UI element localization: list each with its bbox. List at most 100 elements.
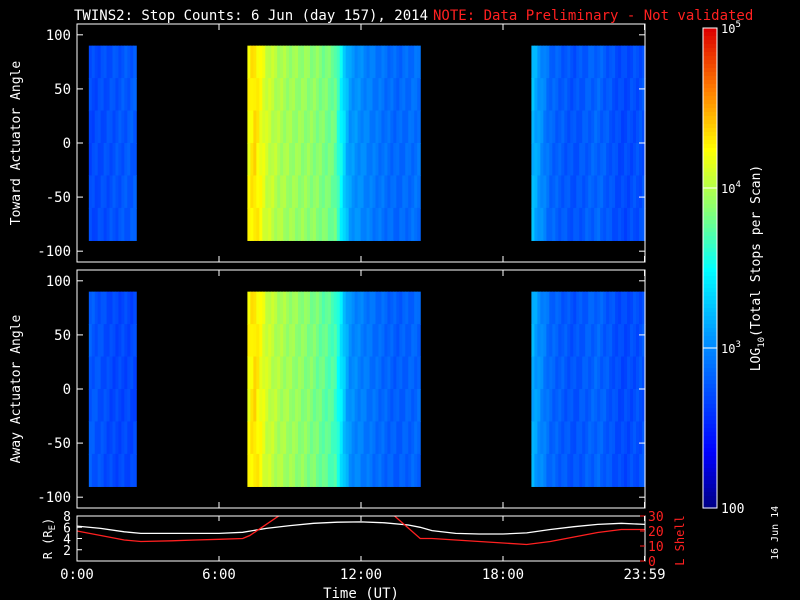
heatmap-cell (312, 207, 317, 241)
heatmap-cell (301, 291, 305, 325)
heatmap-cell (603, 421, 607, 455)
heatmap-cell (351, 78, 356, 112)
heatmap-cell (531, 421, 535, 455)
heatmap-cell (360, 143, 365, 177)
heatmap-cell (375, 291, 380, 325)
heatmap-cell (546, 207, 550, 241)
heatmap-cell (627, 356, 631, 390)
heatmap-cell (103, 45, 108, 79)
heatmap-cell (393, 45, 397, 79)
heatmap-cell (253, 356, 257, 390)
colorbar-cell (703, 356, 717, 361)
heatmap-cell (250, 78, 254, 112)
heatmap-cell (345, 143, 350, 177)
heatmap-cell (286, 389, 290, 423)
heatmap-cell (585, 78, 589, 112)
heatmap-cell (262, 207, 266, 241)
heatmap-cell (384, 45, 389, 79)
heatmap-cell (372, 324, 377, 358)
heatmap-cell (366, 356, 371, 390)
heatmap-cell (588, 110, 592, 144)
heatmap-cell (250, 389, 254, 423)
heatmap-cell (594, 110, 598, 144)
heatmap-cell (283, 453, 287, 487)
heatmap-cell (537, 207, 541, 241)
colorbar-cell (703, 124, 717, 129)
heatmap-cell (100, 143, 105, 177)
heatmap-cell (606, 78, 610, 112)
heatmap-cell (354, 453, 359, 487)
heatmap-cell (378, 45, 383, 79)
heatmap-cell (259, 453, 263, 487)
heatmap-cell (573, 324, 577, 358)
heatmap-cell (357, 421, 362, 455)
heatmap-cell (642, 78, 646, 112)
heatmap-cell (265, 356, 269, 390)
heatmap-cell (549, 421, 553, 455)
heatmap-cell (399, 110, 403, 144)
colorbar-cell (703, 408, 717, 413)
heatmap-cell (567, 356, 571, 390)
heatmap-cell (603, 45, 607, 79)
heatmap-cell (283, 389, 287, 423)
heatmap-cell (363, 421, 368, 455)
colorbar-cell (703, 372, 717, 377)
heatmap-cell (318, 78, 323, 112)
heatmap-cell (402, 207, 406, 241)
heatmap-cell (639, 356, 643, 390)
heatmap-cell (301, 421, 305, 455)
heatmap-cell (627, 175, 631, 209)
heatmap-cell (576, 324, 580, 358)
heatmap-cell (618, 453, 622, 487)
heatmap-cell (600, 389, 604, 423)
heatmap-cell (630, 324, 634, 358)
heatmap-cell (345, 356, 350, 390)
heatmap-cell (250, 453, 254, 487)
heatmap-cell (372, 291, 377, 325)
heatmap-cell (271, 175, 275, 209)
heatmap-cell (271, 291, 275, 325)
heatmap-cell (295, 207, 299, 241)
heatmap-cell (315, 143, 320, 177)
heatmap-cell (354, 78, 359, 112)
heatmap-cell (402, 143, 406, 177)
r-series-line (77, 521, 645, 535)
heatmap-cell (268, 291, 272, 325)
heatmap-cell (402, 45, 406, 79)
colorbar-tick-label: 104 (721, 180, 741, 196)
heatmap-cell (405, 110, 409, 144)
heatmap-cell (100, 45, 105, 79)
heatmap-cell (283, 78, 287, 112)
heatmap-cell (109, 175, 114, 209)
heatmap-cell (97, 421, 102, 455)
heatmap-cell (537, 324, 541, 358)
heatmap-cell (268, 356, 272, 390)
heatmap-cell (127, 356, 131, 390)
heatmap-cell (318, 291, 323, 325)
heatmap-cell (630, 389, 634, 423)
heatmap-cell (330, 143, 335, 177)
heatmap-cell (339, 45, 344, 79)
heatmap-cell (594, 421, 598, 455)
heatmap-cell (366, 78, 371, 112)
heatmap-cell (390, 207, 394, 241)
heatmap-cell (292, 421, 296, 455)
heatmap-cell (265, 175, 269, 209)
heatmap-cell (301, 45, 305, 79)
colorbar-cell (703, 236, 717, 241)
heatmap-cell (372, 207, 377, 241)
heatmap-cell (375, 421, 380, 455)
heatmap-cell (306, 291, 311, 325)
heatmap-cell (262, 78, 266, 112)
heatmap-cell (333, 110, 338, 144)
heatmap-cell (636, 143, 640, 177)
heatmap-cell (579, 453, 583, 487)
heatmap-cell (330, 421, 335, 455)
heatmap-cell (309, 453, 314, 487)
heatmap-cell (94, 324, 99, 358)
colorbar-cell (703, 96, 717, 101)
heatmap-cell (256, 453, 260, 487)
heatmap-cell (390, 389, 394, 423)
heatmap-cell (591, 324, 595, 358)
heatmap-cell (594, 324, 598, 358)
